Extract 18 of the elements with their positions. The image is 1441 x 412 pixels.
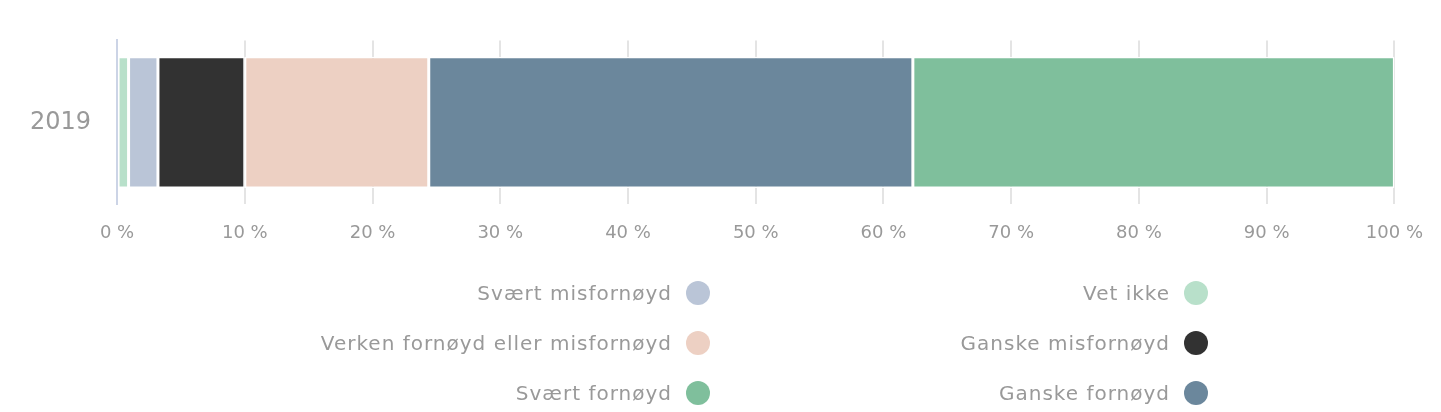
x-tick-label: 30 %	[477, 220, 524, 242]
legend-label: Ganske misfornøyd	[960, 331, 1170, 355]
x-tick-label: 40 %	[605, 220, 651, 242]
y-tick-label: 2019	[30, 106, 92, 135]
x-tick-label: 90 %	[1243, 220, 1290, 242]
legend-label: Verken fornøyd eller misfornøyd	[320, 331, 672, 355]
x-tick-label: 50 %	[732, 220, 779, 242]
legend-label: Ganske fornøyd	[999, 381, 1170, 405]
x-tick-label: 70 %	[988, 220, 1035, 242]
x-tick-label: 10 %	[221, 220, 268, 242]
legend-label: Vet ikke	[1083, 281, 1170, 305]
legend-label: Svært fornøyd	[515, 381, 672, 405]
x-tick-label: 100 %	[1365, 220, 1423, 242]
x-tick-label: 60 %	[860, 220, 907, 242]
x-tick-label: 0 %	[99, 220, 135, 242]
legend-label: Svært misfornøyd	[477, 281, 672, 305]
x-tick-label: 20 %	[349, 220, 396, 242]
x-tick-label: 80 %	[1116, 220, 1162, 242]
